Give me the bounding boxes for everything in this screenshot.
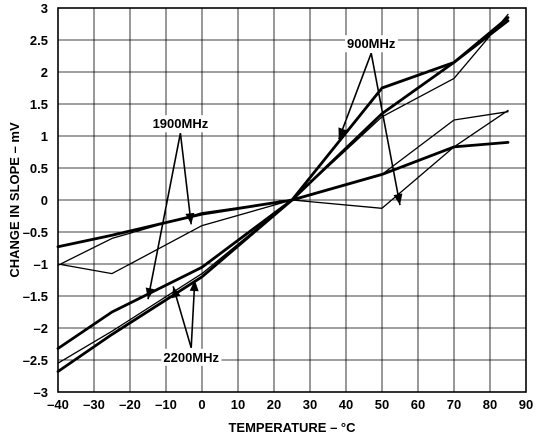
annotation-arrow-1-0 [147, 133, 182, 300]
annotation-arrow-1-1 [179, 133, 192, 225]
x-tick-label-0: –40 [47, 397, 69, 412]
x-tick-label-4: 0 [198, 397, 205, 412]
x-tick-label-6: 20 [267, 397, 281, 412]
annotation-arrowhead-2-1 [189, 280, 199, 292]
x-tick-label-5: 10 [231, 397, 245, 412]
annotation-label-bg-0 [344, 35, 398, 53]
annotation-arrow-0-0 [338, 52, 372, 140]
y-tick-label-2: –2 [34, 321, 48, 336]
y-tick-label-7: 0.5 [30, 161, 48, 176]
y-axis-title: CHANGE IN SLOPE – mV [7, 122, 22, 278]
y-tick-label-9: 1.5 [30, 97, 48, 112]
series-line-3 [57, 111, 509, 266]
series-line-0 [56, 16, 510, 350]
annotation-label-bg-2 [161, 348, 222, 366]
x-tick-label-11: 70 [447, 397, 461, 412]
annotation-arrowhead-1-0 [145, 287, 155, 300]
x-tick-label-13: 90 [519, 397, 533, 412]
x-tick-labels: –40 –30 –20 –10 0 10 20 30 40 50 60 70 80 90 [47, 397, 533, 412]
plot-frame [57, 7, 527, 393]
annotation-label-bg-1 [150, 115, 211, 133]
annotation-arrow-0-1 [370, 53, 401, 206]
y-tick-label-12: 3 [41, 1, 48, 16]
y-tick-label-0: –3 [34, 385, 48, 400]
annotation-label-1: 1900MHz [153, 116, 209, 131]
y-tick-label-8: 1 [41, 129, 48, 144]
y-tick-label-11: 2.5 [30, 33, 48, 48]
y-tick-label-10: 2 [41, 65, 48, 80]
annotation-arrowhead-0-0 [338, 127, 347, 140]
x-tick-label-1: –30 [83, 397, 105, 412]
x-tick-label-7: 30 [303, 397, 317, 412]
annotation-arrowhead-2-0 [171, 286, 181, 299]
y-tick-label-4: –1 [34, 257, 48, 272]
annotation-arrow-2-1 [190, 279, 196, 348]
x-tick-label-2: –20 [119, 397, 141, 412]
y-tick-label-5: –0.5 [23, 225, 48, 240]
x-tick-label-3: –10 [155, 397, 177, 412]
annotations: 900MHz 1900MHz 2200MHz [145, 35, 403, 366]
annotation-label-0: 900MHz [347, 36, 396, 51]
annotation-arrowhead-0-1 [393, 193, 403, 206]
x-tick-label-8: 40 [339, 397, 353, 412]
y-tick-labels: –3 –2.5 –2 –1.5 –1 –0.5 0 0.5 1 1.5 2 2.5 3 [23, 1, 48, 400]
y-tick-label-6: 0 [41, 193, 48, 208]
annotation-label-2: 2200MHz [163, 350, 219, 365]
annotation-arrowhead-1-1 [185, 212, 195, 225]
x-tick-label-10: 60 [411, 397, 425, 412]
series-line-2 [56, 19, 510, 373]
x-tick-label-9: 50 [375, 397, 389, 412]
series-group [56, 13, 510, 373]
x-tick-label-12: 80 [483, 397, 497, 412]
y-tick-label-3: –1.5 [23, 289, 48, 304]
series-line-5 [57, 109, 509, 275]
x-axis-title: TEMPERATURE – °C [228, 420, 356, 435]
y-tick-label-1: –2.5 [23, 353, 48, 368]
